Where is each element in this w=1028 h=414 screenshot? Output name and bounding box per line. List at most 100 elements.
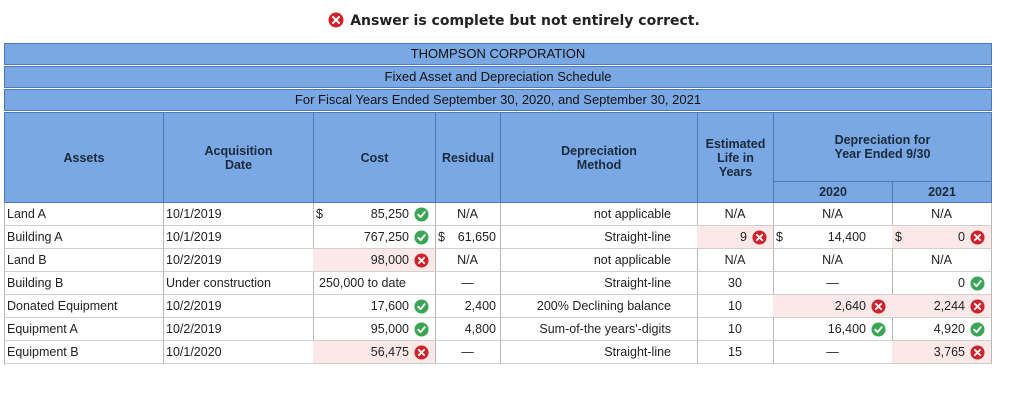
cell-value: 10	[728, 299, 742, 313]
cell-value: 767,250	[363, 230, 409, 244]
header-life-line3: Years	[718, 164, 753, 179]
cell-cost[interactable]: 17,600	[313, 295, 436, 318]
cell-d2021[interactable]: 4,920	[892, 318, 992, 341]
cell-life[interactable]: 10	[697, 295, 774, 318]
cell-life[interactable]: 9	[697, 226, 774, 249]
cell-d2020[interactable]: 16,400	[773, 318, 893, 341]
header-cost-label: Cost	[360, 150, 389, 165]
header-dep-line1: Depreciation for	[834, 133, 931, 147]
correct-check-icon	[970, 322, 985, 337]
cell-value: 0	[958, 230, 965, 244]
cell-method: Sum-of-the years'-digits	[500, 318, 698, 341]
header-dep-line2: Year Ended 9/30	[834, 147, 931, 161]
cell-value: 14,400	[827, 230, 866, 244]
incorrect-x-icon	[970, 299, 985, 314]
cell-cost[interactable]: 98,000	[313, 249, 436, 272]
cell-value: 17,600	[370, 299, 409, 313]
header-life-line1: Estimated	[705, 136, 766, 151]
cell-asset: Donated Equipment	[4, 295, 164, 318]
header-method: Depreciation Method	[500, 112, 698, 203]
dollar-sign: $	[316, 207, 323, 221]
cell-life[interactable]: 30	[697, 272, 774, 295]
cell-date: 10/2/2019	[163, 249, 314, 272]
cell-date: 10/2/2019	[163, 318, 314, 341]
cell-value: N/A	[457, 207, 478, 221]
cell-residual[interactable]: N/A	[435, 203, 501, 226]
correct-check-icon	[414, 207, 429, 222]
cell-method: Straight-line	[500, 272, 698, 295]
period-title: For Fiscal Years Ended September 30, 202…	[4, 89, 992, 111]
header-residual-label: Residual	[441, 150, 495, 165]
cell-residual[interactable]: $61,650	[435, 226, 501, 249]
cell-asset: Land A	[4, 203, 164, 226]
cell-asset: Equipment B	[4, 341, 164, 364]
cell-value: 3,765	[933, 345, 965, 359]
cell-d2020[interactable]: 2,640	[773, 295, 893, 318]
incorrect-icon	[328, 12, 344, 28]
cell-value: 2,400	[464, 299, 496, 313]
header-acquisition-date: Acquisition Date	[163, 112, 314, 203]
cell-value: N/A	[724, 207, 746, 221]
cell-residual[interactable]: 2,400	[435, 295, 501, 318]
cell-cost[interactable]: 95,000	[313, 318, 436, 341]
table-left-border	[4, 203, 5, 365]
header-acq-line1: Acquisition	[204, 143, 273, 158]
cell-d2020[interactable]: N/A	[773, 203, 893, 226]
cell-life[interactable]: 15	[697, 341, 774, 364]
cell-cost[interactable]: 767,250	[313, 226, 436, 249]
cell-residual[interactable]: N/A	[435, 249, 501, 272]
header-cost: Cost	[313, 112, 436, 203]
cell-value: 4,800	[464, 322, 496, 336]
cell-date: 10/1/2019	[163, 226, 314, 249]
incorrect-x-icon	[752, 230, 767, 245]
cell-d2021[interactable]: N/A	[892, 203, 992, 226]
feedback-banner: Answer is complete but not entirely corr…	[0, 12, 1028, 29]
header-2021-label: 2021	[928, 185, 956, 199]
cell-value: 98,000	[370, 253, 409, 267]
header-acq-line2: Date	[224, 157, 253, 172]
cell-value: N/A	[822, 253, 843, 267]
cell-d2021[interactable]: 3,765	[892, 341, 992, 364]
header-estimated-life: Estimated Life in Years	[697, 112, 774, 203]
header-life-line2: Life in	[717, 150, 754, 165]
cell-d2020[interactable]: —	[773, 272, 893, 295]
cell-residual[interactable]: 4,800	[435, 318, 501, 341]
cell-value: —	[461, 276, 474, 290]
correct-check-icon	[414, 230, 429, 245]
dollar-sign: $	[776, 230, 783, 244]
cell-value: —	[826, 276, 839, 290]
cell-value: 0	[958, 276, 965, 290]
cell-d2021[interactable]: $0	[892, 226, 992, 249]
incorrect-x-icon	[970, 230, 985, 245]
header-2020-label: 2020	[819, 185, 847, 199]
header-residual: Residual	[435, 112, 501, 203]
company-title: THOMPSON CORPORATION	[4, 43, 992, 65]
correct-check-icon	[871, 322, 886, 337]
cell-value: 85,250	[370, 207, 409, 221]
cell-cost[interactable]: 250,000 to date	[313, 272, 436, 295]
cell-life[interactable]: 10	[697, 318, 774, 341]
cell-asset: Building B	[4, 272, 164, 295]
cell-d2020[interactable]: —	[773, 341, 893, 364]
cell-d2021[interactable]: 0	[892, 272, 992, 295]
cell-value: 15	[728, 345, 742, 359]
cell-asset: Equipment A	[4, 318, 164, 341]
cell-d2021[interactable]: 2,244	[892, 295, 992, 318]
cell-life[interactable]: N/A	[697, 203, 774, 226]
cell-d2020[interactable]: $14,400	[773, 226, 893, 249]
cell-residual[interactable]: —	[435, 341, 501, 364]
cell-method: Straight-line	[500, 226, 698, 249]
cell-cost[interactable]: $85,250	[313, 203, 436, 226]
cell-life[interactable]: N/A	[697, 249, 774, 272]
cell-d2020[interactable]: N/A	[773, 249, 893, 272]
cell-d2021[interactable]: N/A	[892, 249, 992, 272]
cell-cost[interactable]: 56,475	[313, 341, 436, 364]
header-year-2020: 2020	[773, 181, 893, 203]
cell-value: N/A	[822, 207, 843, 221]
correct-check-icon	[414, 299, 429, 314]
cell-asset: Land B	[4, 249, 164, 272]
cell-residual[interactable]: —	[435, 272, 501, 295]
cell-date: 10/1/2019	[163, 203, 314, 226]
cell-value: 4,920	[933, 322, 965, 336]
cell-value: 56,475	[370, 345, 409, 359]
